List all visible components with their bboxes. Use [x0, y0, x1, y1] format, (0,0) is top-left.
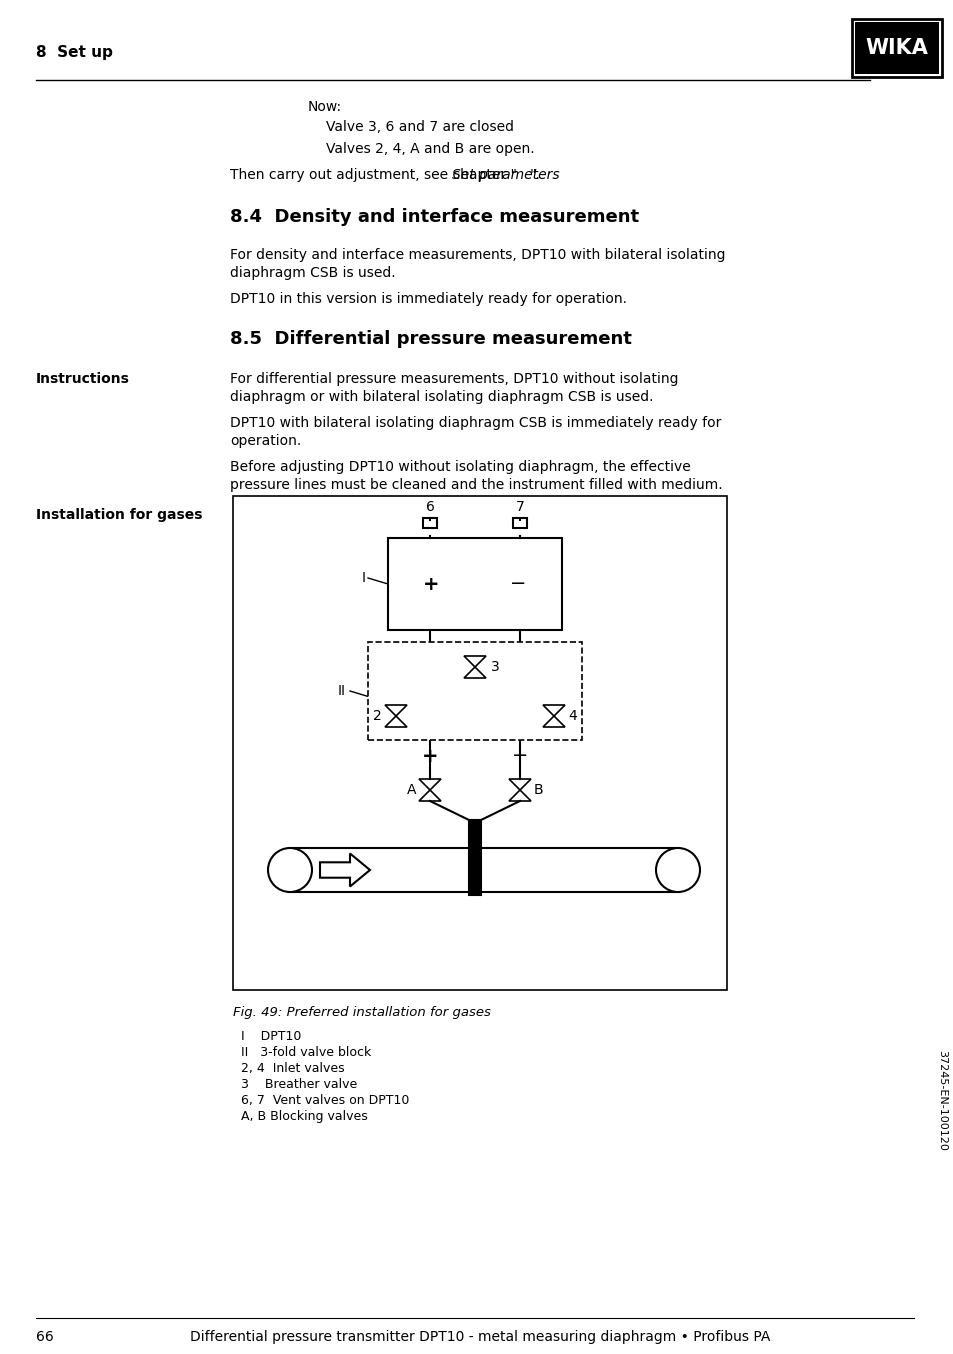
Text: Differential pressure transmitter DPT10 - metal measuring diaphragm • Profibus P: Differential pressure transmitter DPT10 …	[190, 1330, 769, 1345]
Text: 8  Set up: 8 Set up	[36, 45, 112, 60]
Text: +: +	[423, 574, 439, 593]
Text: B: B	[534, 783, 543, 798]
Bar	[368, 642, 581, 741]
Text: WIKA: WIKA	[864, 38, 927, 58]
Text: Valves 2, 4, A and B are open.: Valves 2, 4, A and B are open.	[326, 142, 534, 156]
Text: I: I	[361, 571, 366, 585]
Bar	[422, 519, 436, 528]
Bar	[513, 519, 526, 528]
Text: 37245-EN-100120: 37245-EN-100120	[936, 1049, 946, 1151]
Text: 8.4  Density and interface measurement: 8.4 Density and interface measurement	[230, 209, 639, 226]
Text: Instructions: Instructions	[36, 372, 130, 386]
Text: Before adjusting DPT10 without isolating diaphragm, the effective: Before adjusting DPT10 without isolating…	[230, 460, 690, 474]
Text: II   3-fold valve block: II 3-fold valve block	[241, 1047, 371, 1059]
Circle shape	[656, 848, 700, 892]
Text: −: −	[510, 574, 526, 593]
Text: Then carry out adjustment, see chapter ": Then carry out adjustment, see chapter "	[230, 168, 517, 181]
Text: diaphragm CSB is used.: diaphragm CSB is used.	[230, 265, 395, 280]
Text: 2, 4  Inlet valves: 2, 4 Inlet valves	[241, 1062, 344, 1075]
Text: For differential pressure measurements, DPT10 without isolating: For differential pressure measurements, …	[230, 372, 678, 386]
Text: Installation for gases: Installation for gases	[36, 508, 202, 523]
Text: Fig. 49: Preferred installation for gases: Fig. 49: Preferred installation for gase…	[233, 1006, 491, 1020]
Bar	[854, 22, 938, 74]
Text: 66: 66	[36, 1330, 53, 1345]
Text: 4: 4	[567, 709, 577, 723]
Bar	[388, 538, 561, 630]
Text: 6, 7  Vent valves on DPT10: 6, 7 Vent valves on DPT10	[241, 1094, 409, 1108]
Circle shape	[268, 848, 312, 892]
Text: ".: ".	[529, 168, 540, 181]
Text: 3    Breather valve: 3 Breather valve	[241, 1078, 356, 1091]
Text: −: −	[511, 746, 528, 765]
Text: II: II	[337, 684, 346, 699]
Text: Now:: Now:	[308, 100, 342, 114]
Text: diaphragm or with bilateral isolating diaphragm CSB is used.: diaphragm or with bilateral isolating di…	[230, 390, 653, 403]
Text: +: +	[421, 746, 437, 765]
Text: A, B Blocking valves: A, B Blocking valves	[241, 1110, 367, 1122]
Bar	[233, 496, 726, 990]
Text: For density and interface measurements, DPT10 with bilateral isolating: For density and interface measurements, …	[230, 248, 724, 263]
Text: pressure lines must be cleaned and the instrument filled with medium.: pressure lines must be cleaned and the i…	[230, 478, 721, 492]
Bar	[851, 19, 941, 77]
Text: Valve 3, 6 and 7 are closed: Valve 3, 6 and 7 are closed	[326, 121, 514, 134]
Text: 6: 6	[425, 500, 434, 515]
Bar	[469, 821, 480, 895]
Text: operation.: operation.	[230, 435, 301, 448]
Text: DPT10 in this version is immediately ready for operation.: DPT10 in this version is immediately rea…	[230, 292, 626, 306]
Text: 3: 3	[491, 659, 499, 674]
Text: 8.5  Differential pressure measurement: 8.5 Differential pressure measurement	[230, 330, 631, 348]
Text: I    DPT10: I DPT10	[241, 1030, 301, 1043]
Text: DPT10 with bilateral isolating diaphragm CSB is immediately ready for: DPT10 with bilateral isolating diaphragm…	[230, 416, 720, 431]
Text: 2: 2	[373, 709, 381, 723]
Text: 7: 7	[515, 500, 524, 515]
Text: A: A	[406, 783, 416, 798]
Text: Set parameters: Set parameters	[452, 168, 559, 181]
